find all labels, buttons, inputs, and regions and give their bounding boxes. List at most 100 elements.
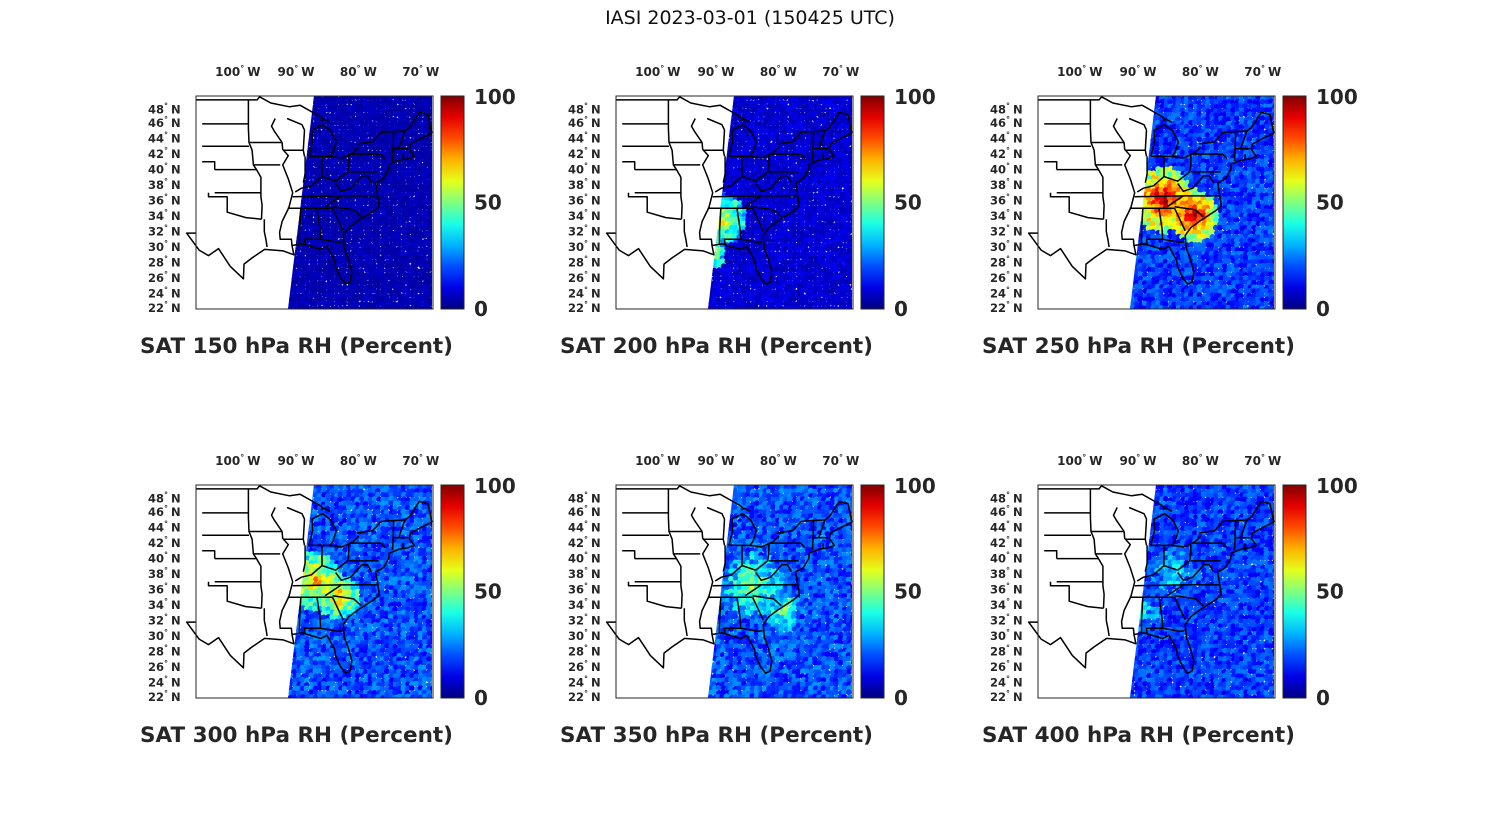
rh-map-300hpa: 100° W 90° W 80° W 70° W 48° N46° N44° N42° N40° N38°…: [148, 453, 516, 710]
lon-tick-label: 90° W: [698, 64, 735, 79]
lon-tick-label: 80° W: [340, 64, 377, 79]
lon-tick-label: 100° W: [635, 453, 680, 468]
lat-tick-label: 30° N: [568, 628, 601, 643]
lat-tick-label: 32° N: [148, 224, 181, 239]
lat-tick-label: 40° N: [148, 551, 181, 566]
lon-tick-label: 90° W: [698, 453, 735, 468]
colorbar: [440, 95, 465, 310]
rh-map-250hpa: 100° W 90° W 80° W 70° W 48° N46° N44° N42° N40° N38°…: [990, 64, 1358, 321]
figure-title: IASI 2023-03-01 (150425 UTC): [605, 7, 895, 29]
colorbar-tick-label: 0: [474, 686, 488, 710]
lon-tick-label: 70° W: [402, 453, 439, 468]
lat-tick-label: 38° N: [990, 177, 1023, 192]
lat-tick-label: 30° N: [990, 628, 1023, 643]
lat-tick-label: 44° N: [990, 520, 1023, 535]
lat-tick-label: 46° N: [990, 504, 1023, 519]
lat-tick-label: 28° N: [148, 255, 181, 270]
lat-tick-label: 28° N: [990, 255, 1023, 270]
lat-tick-label: 28° N: [568, 255, 601, 270]
lat-tick-label: 46° N: [148, 504, 181, 519]
lat-tick-label: 42° N: [990, 146, 1023, 161]
lon-tick-label: 70° W: [822, 453, 859, 468]
colorbar-tick-label: 50: [474, 580, 502, 604]
lat-tick-label: 32° N: [568, 613, 601, 628]
lat-tick-label: 24° N: [990, 675, 1023, 690]
lat-tick-label: 44° N: [990, 131, 1023, 146]
lat-tick-label: 32° N: [990, 224, 1023, 239]
lat-tick-label: 38° N: [990, 566, 1023, 581]
lat-tick-label: 46° N: [568, 115, 601, 130]
lon-tick-label: 100° W: [1057, 64, 1102, 79]
panel-title: SAT 150 hPa RH (Percent): [140, 334, 453, 359]
colorbar-tick-label: 50: [894, 191, 922, 215]
lat-tick-label: 34° N: [990, 597, 1023, 612]
lat-tick-label: 34° N: [568, 208, 601, 223]
lon-tick-label: 100° W: [635, 64, 680, 79]
lat-tick-label: 48° N: [990, 102, 1023, 117]
lat-tick-label: 40° N: [148, 162, 181, 177]
lat-tick-label: 42° N: [148, 535, 181, 550]
lat-tick-label: 22° N: [568, 300, 601, 315]
colorbar-tick-label: 50: [894, 580, 922, 604]
colorbar: [440, 484, 465, 699]
lon-tick-label: 90° W: [1120, 453, 1157, 468]
lat-tick-label: 28° N: [568, 644, 601, 659]
colorbar-tick-label: 100: [1316, 85, 1358, 109]
lat-tick-label: 34° N: [990, 208, 1023, 223]
lat-tick-label: 34° N: [148, 597, 181, 612]
lat-tick-label: 36° N: [148, 582, 181, 597]
colorbar-tick-label: 100: [894, 474, 936, 498]
panel-150hpa: 100° W 90° W 80° W 70° W 48° N 46° N 44° N 42° N 40° N 38°…: [140, 40, 560, 400]
lon-tick-label: 70° W: [1244, 64, 1281, 79]
lat-tick-label: 22° N: [990, 689, 1023, 704]
panel-title: SAT 250 hPa RH (Percent): [982, 334, 1295, 359]
colorbar-tick-label: 100: [474, 85, 516, 109]
lon-tick-label: 90° W: [1120, 64, 1157, 79]
lat-tick-label: 44° N: [148, 520, 181, 535]
lat-tick-label: 30° N: [990, 239, 1023, 254]
colorbar-tick-label: 0: [894, 686, 908, 710]
lat-tick-label: 38° N: [568, 177, 601, 192]
colorbar-tick-label: 0: [1316, 686, 1330, 710]
lat-tick-label: 40° N: [568, 162, 601, 177]
lat-tick-label: 26° N: [568, 659, 601, 674]
colorbar-tick-label: 100: [1316, 474, 1358, 498]
lon-tick-label: 80° W: [760, 64, 797, 79]
lat-tick-label: 22° N: [148, 300, 181, 315]
lat-tick-label: 36° N: [568, 193, 601, 208]
lat-tick-label: 40° N: [990, 162, 1023, 177]
panel-400hpa: 100° W 90° W 80° W 70° W 48° N 46° N 44° N 42° N 40° N 38°…: [982, 429, 1402, 789]
rh-map-200hpa: 100° W 90° W 80° W 70° W 48° N46° N44° N42° N40° N38°…: [568, 64, 936, 321]
colorbar-tick-label: 100: [474, 474, 516, 498]
lon-tick-label: 70° W: [822, 64, 859, 79]
lat-tick-label: 46° N: [568, 504, 601, 519]
lon-tick-label: 100° W: [1057, 453, 1102, 468]
lat-tick-label: 36° N: [568, 582, 601, 597]
lat-tick-label: 26° N: [148, 659, 181, 674]
panel-title: SAT 200 hPa RH (Percent): [560, 334, 873, 359]
panel-250hpa: 100° W 90° W 80° W 70° W 48° N 46° N 44° N 42° N 40° N 38°…: [982, 40, 1402, 400]
panel-350hpa: 100° W 90° W 80° W 70° W 48° N 46° N 44° N 42° N 40° N 38°…: [560, 429, 980, 789]
lat-tick-label: 48° N: [568, 491, 601, 506]
lat-tick-label: 26° N: [568, 270, 601, 285]
lat-tick-label: 48° N: [990, 491, 1023, 506]
lat-tick-label: 24° N: [148, 286, 181, 301]
rh-map-150hpa: 100° W 90° W 80° W 70° W 48° N46° N44° N42° N40° N38°…: [148, 64, 516, 321]
lon-tick-label: 80° W: [760, 453, 797, 468]
lat-tick-label: 48° N: [568, 102, 601, 117]
lat-tick-label: 22° N: [568, 689, 601, 704]
lon-tick-label: 100° W: [215, 453, 260, 468]
panel-title: SAT 350 hPa RH (Percent): [560, 723, 873, 748]
lat-tick-label: 46° N: [148, 115, 181, 130]
panel-300hpa: 100° W 90° W 80° W 70° W 48° N 46° N 44° N 42° N 40° N 38°…: [140, 429, 560, 789]
lat-tick-label: 40° N: [568, 551, 601, 566]
lat-tick-label: 30° N: [568, 239, 601, 254]
lon-tick-label: 80° W: [1182, 453, 1219, 468]
colorbar: [860, 95, 885, 310]
rh-map-400hpa: 100° W 90° W 80° W 70° W 48° N46° N44° N42° N40° N38°…: [990, 453, 1358, 710]
lat-tick-label: 34° N: [568, 597, 601, 612]
lon-tick-label: 80° W: [1182, 64, 1219, 79]
lat-tick-label: 42° N: [568, 535, 601, 550]
rh-map-350hpa: 100° W 90° W 80° W 70° W 48° N46° N44° N42° N40° N38°…: [568, 453, 936, 710]
lat-tick-label: 38° N: [148, 566, 181, 581]
